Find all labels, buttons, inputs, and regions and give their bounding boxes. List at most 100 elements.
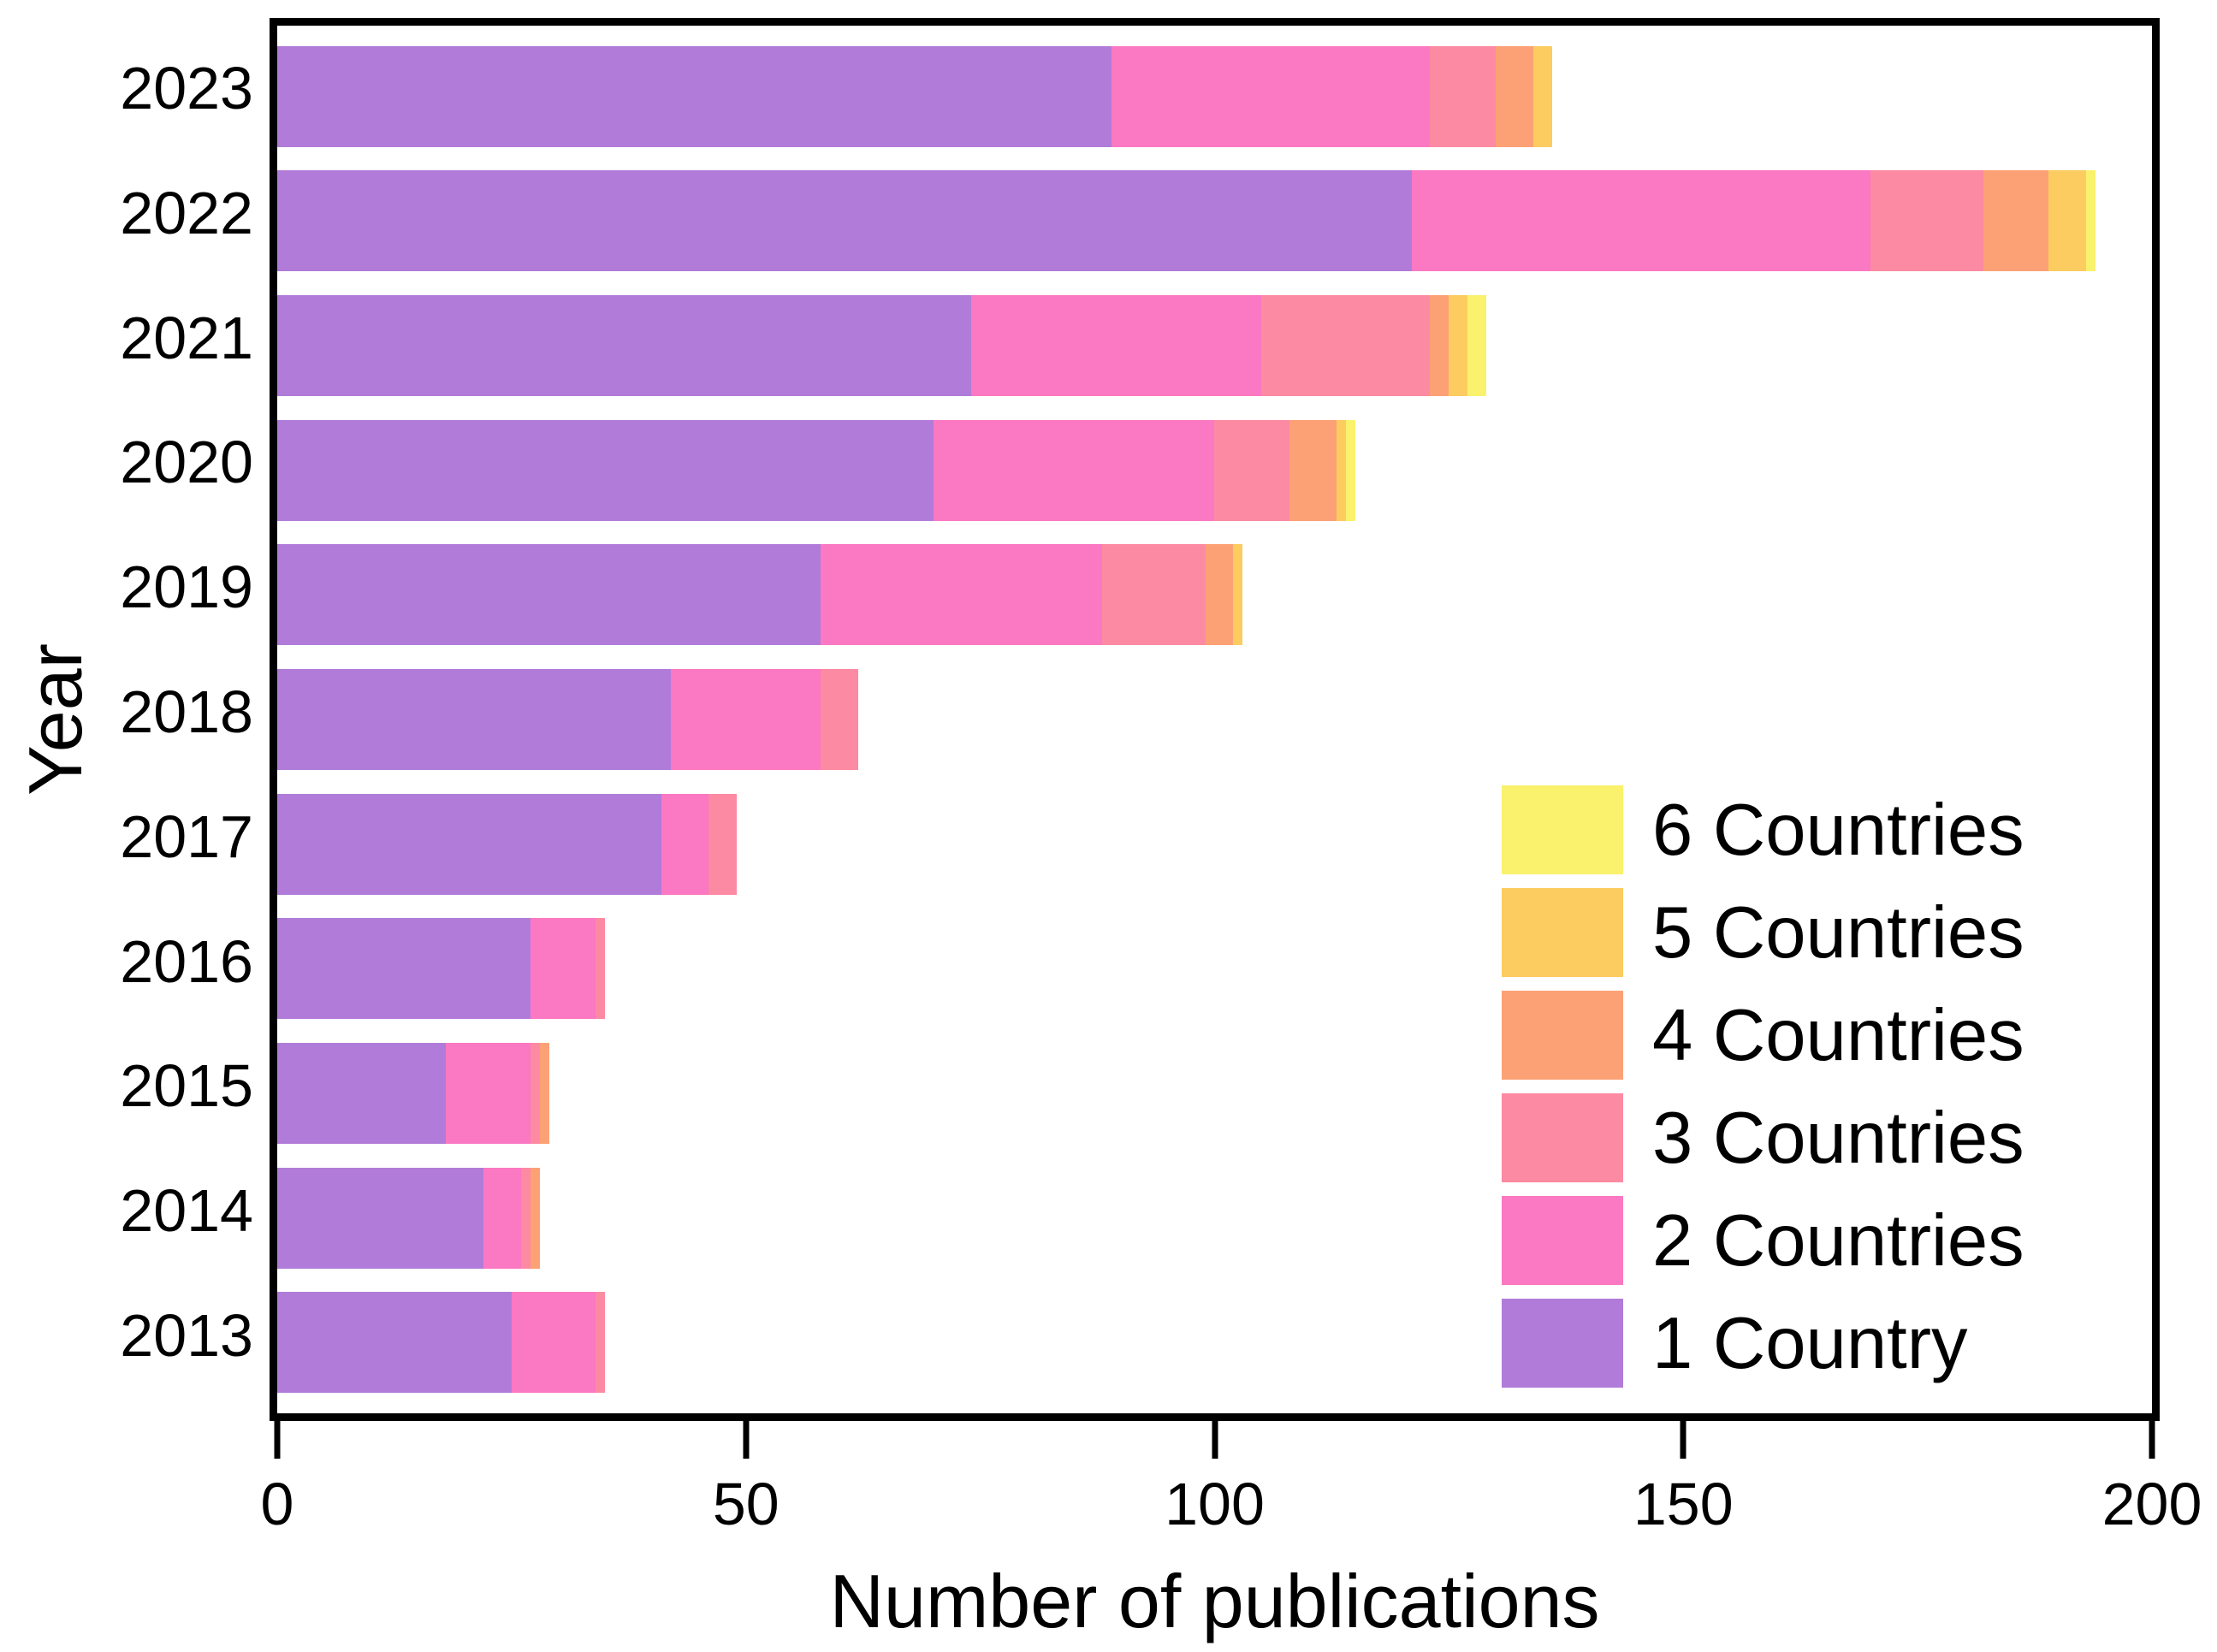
bar-row — [277, 906, 2152, 1031]
y-tick-label: 2015 — [120, 1052, 253, 1120]
y-tick-label: 2014 — [120, 1177, 253, 1245]
legend-swatch — [1502, 785, 1623, 874]
bar-segment — [539, 1042, 549, 1144]
bar-segment — [1449, 295, 1468, 397]
bar-segment — [821, 669, 859, 771]
legend-item: 2 Countries — [1502, 1196, 2024, 1285]
bar-segment — [596, 1292, 606, 1394]
legend-item: 1 Country — [1502, 1299, 2024, 1388]
bar-segment — [1214, 419, 1290, 521]
stacked-bar-2014 — [277, 1167, 2152, 1269]
bar-row — [277, 1031, 2152, 1156]
legend-swatch — [1502, 1196, 1623, 1285]
x-tick-label: 0 — [260, 1471, 294, 1537]
legend-swatch — [1502, 991, 1623, 1080]
bar-segment — [511, 1292, 596, 1394]
legend-label: 3 Countries — [1652, 1097, 2024, 1179]
bar-segment — [1532, 45, 1552, 147]
bar-row — [277, 1280, 2152, 1405]
stacked-bar-2016 — [277, 918, 2152, 1020]
stacked-bar-2017 — [277, 793, 2152, 895]
stacked-bar-2019 — [277, 544, 2152, 646]
y-tick-label: 2023 — [120, 54, 253, 121]
bar-segment — [1430, 45, 1497, 147]
legend: 6 Countries 5 Countries 4 Countries 3 Count… — [1502, 785, 2024, 1388]
y-tick-label: 2016 — [120, 927, 253, 995]
bar-segment — [1870, 170, 1983, 272]
x-tick-mark — [1212, 1421, 1218, 1459]
y-tick-label: 2018 — [120, 678, 253, 745]
bars-container — [277, 26, 2152, 1413]
bar-segment — [1336, 419, 1346, 521]
x-tick-mark — [1680, 1421, 1686, 1459]
bar-segment — [277, 45, 1111, 147]
x-tick-label: 150 — [1633, 1471, 1734, 1537]
bar-row — [277, 1156, 2152, 1281]
bar-segment — [277, 918, 531, 1020]
bar-segment — [708, 793, 737, 895]
legend-item: 5 Countries — [1502, 888, 2024, 977]
bar-segment — [1233, 544, 1243, 646]
stacked-bar-2018 — [277, 669, 2152, 771]
legend-swatch — [1502, 1299, 1623, 1388]
bar-segment — [530, 1042, 540, 1144]
bar-segment — [277, 170, 1412, 272]
bar-segment — [530, 918, 596, 1020]
bar-segment — [1289, 419, 1337, 521]
bar-row — [277, 657, 2152, 782]
bar-segment — [1983, 170, 2049, 272]
x-tick-mark — [274, 1421, 281, 1459]
bar-row — [277, 283, 2152, 408]
bar-segment — [661, 793, 708, 895]
bar-segment — [596, 918, 606, 1020]
y-tick-label: 2019 — [120, 554, 253, 621]
legend-swatch — [1502, 888, 1623, 977]
legend-label: 5 Countries — [1652, 891, 2024, 974]
x-tick-label: 100 — [1165, 1471, 1265, 1537]
bar-row — [277, 408, 2152, 533]
bar-segment — [277, 1292, 512, 1394]
bar-segment — [671, 669, 821, 771]
bar-segment — [277, 1042, 447, 1144]
stacked-bar-2013 — [277, 1292, 2152, 1394]
bar-segment — [277, 544, 821, 646]
bar-segment — [277, 295, 971, 397]
bar-segment — [1111, 45, 1431, 147]
bar-segment — [1261, 295, 1431, 397]
legend-label: 6 Countries — [1652, 789, 2024, 871]
bar-segment — [277, 1167, 483, 1269]
stacked-bar-2020 — [277, 419, 2152, 521]
bar-segment — [1102, 544, 1206, 646]
x-axis-title: Number of publications — [829, 1559, 1600, 1643]
x-tick-mark — [743, 1421, 750, 1459]
bar-segment — [530, 1167, 540, 1269]
stacked-bar-2023 — [277, 45, 2152, 147]
bar-segment — [1205, 544, 1234, 646]
legend-label: 4 Countries — [1652, 994, 2024, 1076]
bar-segment — [933, 419, 1215, 521]
y-tick-label: 2020 — [120, 429, 253, 496]
x-tick-mark — [2149, 1421, 2155, 1459]
bar-row — [277, 782, 2152, 907]
bar-segment — [1467, 295, 1487, 397]
bar-segment — [446, 1042, 531, 1144]
bar-row — [277, 159, 2152, 284]
bar-row — [277, 533, 2152, 658]
bar-segment — [1411, 170, 1871, 272]
bar-segment — [1430, 295, 1449, 397]
stacked-bar-2015 — [277, 1042, 2152, 1144]
bar-segment — [2048, 170, 2087, 272]
bar-segment — [970, 295, 1262, 397]
stacked-bar-2021 — [277, 295, 2152, 397]
legend-label: 2 Countries — [1652, 1199, 2024, 1282]
bar-segment — [1496, 45, 1533, 147]
legend-label: 1 Country — [1652, 1302, 1968, 1384]
y-tick-labels: 2023 2022 2021 2020 2019 2018 2017 2016 2015 2014… — [0, 26, 253, 1398]
stacked-bar-2022 — [277, 170, 2152, 272]
bar-row — [277, 34, 2152, 159]
x-tick-label: 200 — [2101, 1471, 2202, 1537]
bar-segment — [1345, 419, 1355, 521]
bar-segment — [277, 419, 934, 521]
bar-segment — [520, 1167, 531, 1269]
